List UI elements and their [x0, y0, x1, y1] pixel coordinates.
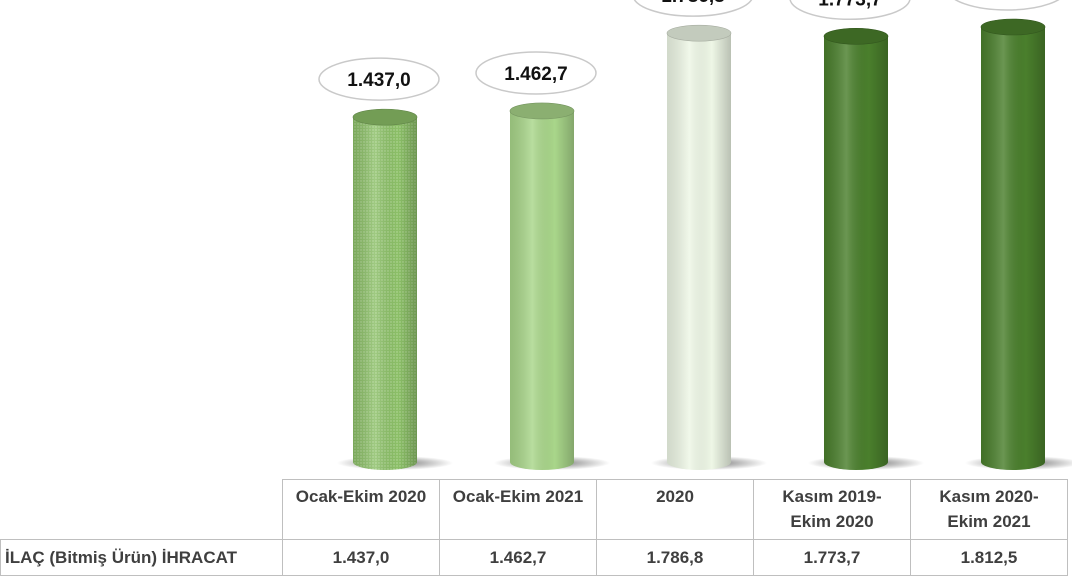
bar: [965, 18, 1072, 470]
series-name-label: İLAÇ (Bitmiş Ürün) İHRACAT: [0, 539, 283, 576]
table-value-cell: 1.786,8: [596, 539, 754, 576]
table-value-cell: 1.773,7: [753, 539, 911, 576]
data-label: 1.812,5: [954, 0, 1060, 11]
svg-text:1.773,7: 1.773,7: [818, 0, 881, 10]
data-table-values-row: İLAÇ (Bitmiş Ürün) İHRACAT 1.437,0 1.462…: [0, 539, 1068, 576]
bar: [337, 108, 453, 471]
svg-text:1.812,5: 1.812,5: [975, 0, 1039, 1]
category-label: Ocak-Ekim 2021: [439, 479, 597, 540]
bar: [808, 28, 924, 470]
table-value-cell: 1.437,0: [282, 539, 440, 576]
data-table-corner: [0, 479, 283, 540]
svg-text:1.462,7: 1.462,7: [504, 64, 567, 85]
bar: [651, 24, 767, 470]
data-label: 1.437,0: [318, 57, 440, 101]
category-label: Ocak-Ekim 2020: [282, 479, 440, 540]
bar: [494, 102, 610, 471]
chart-plot-area: 1.437,0 1.462,7 1.786,8 1.773,7 1.812,5: [318, 0, 1072, 471]
svg-text:1.786,8: 1.786,8: [661, 0, 724, 7]
table-value-cell: 1.462,7: [439, 539, 597, 576]
category-label: Kasım 2020- Ekim 2021: [910, 479, 1068, 540]
svg-text:1.437,0: 1.437,0: [347, 70, 410, 91]
data-table: Ocak-Ekim 2020 Ocak-Ekim 2021 2020 Kasım…: [0, 479, 1068, 576]
data-label: 1.462,7: [475, 51, 597, 95]
category-label: 2020: [596, 479, 754, 540]
table-value-cell: 1.812,5: [910, 539, 1068, 576]
category-label: Kasım 2019- Ekim 2020: [753, 479, 911, 540]
data-label: 1.773,7: [789, 0, 911, 21]
data-label: 1.786,8: [633, 0, 753, 17]
data-table-header-row: Ocak-Ekim 2020 Ocak-Ekim 2021 2020 Kasım…: [0, 479, 1068, 540]
